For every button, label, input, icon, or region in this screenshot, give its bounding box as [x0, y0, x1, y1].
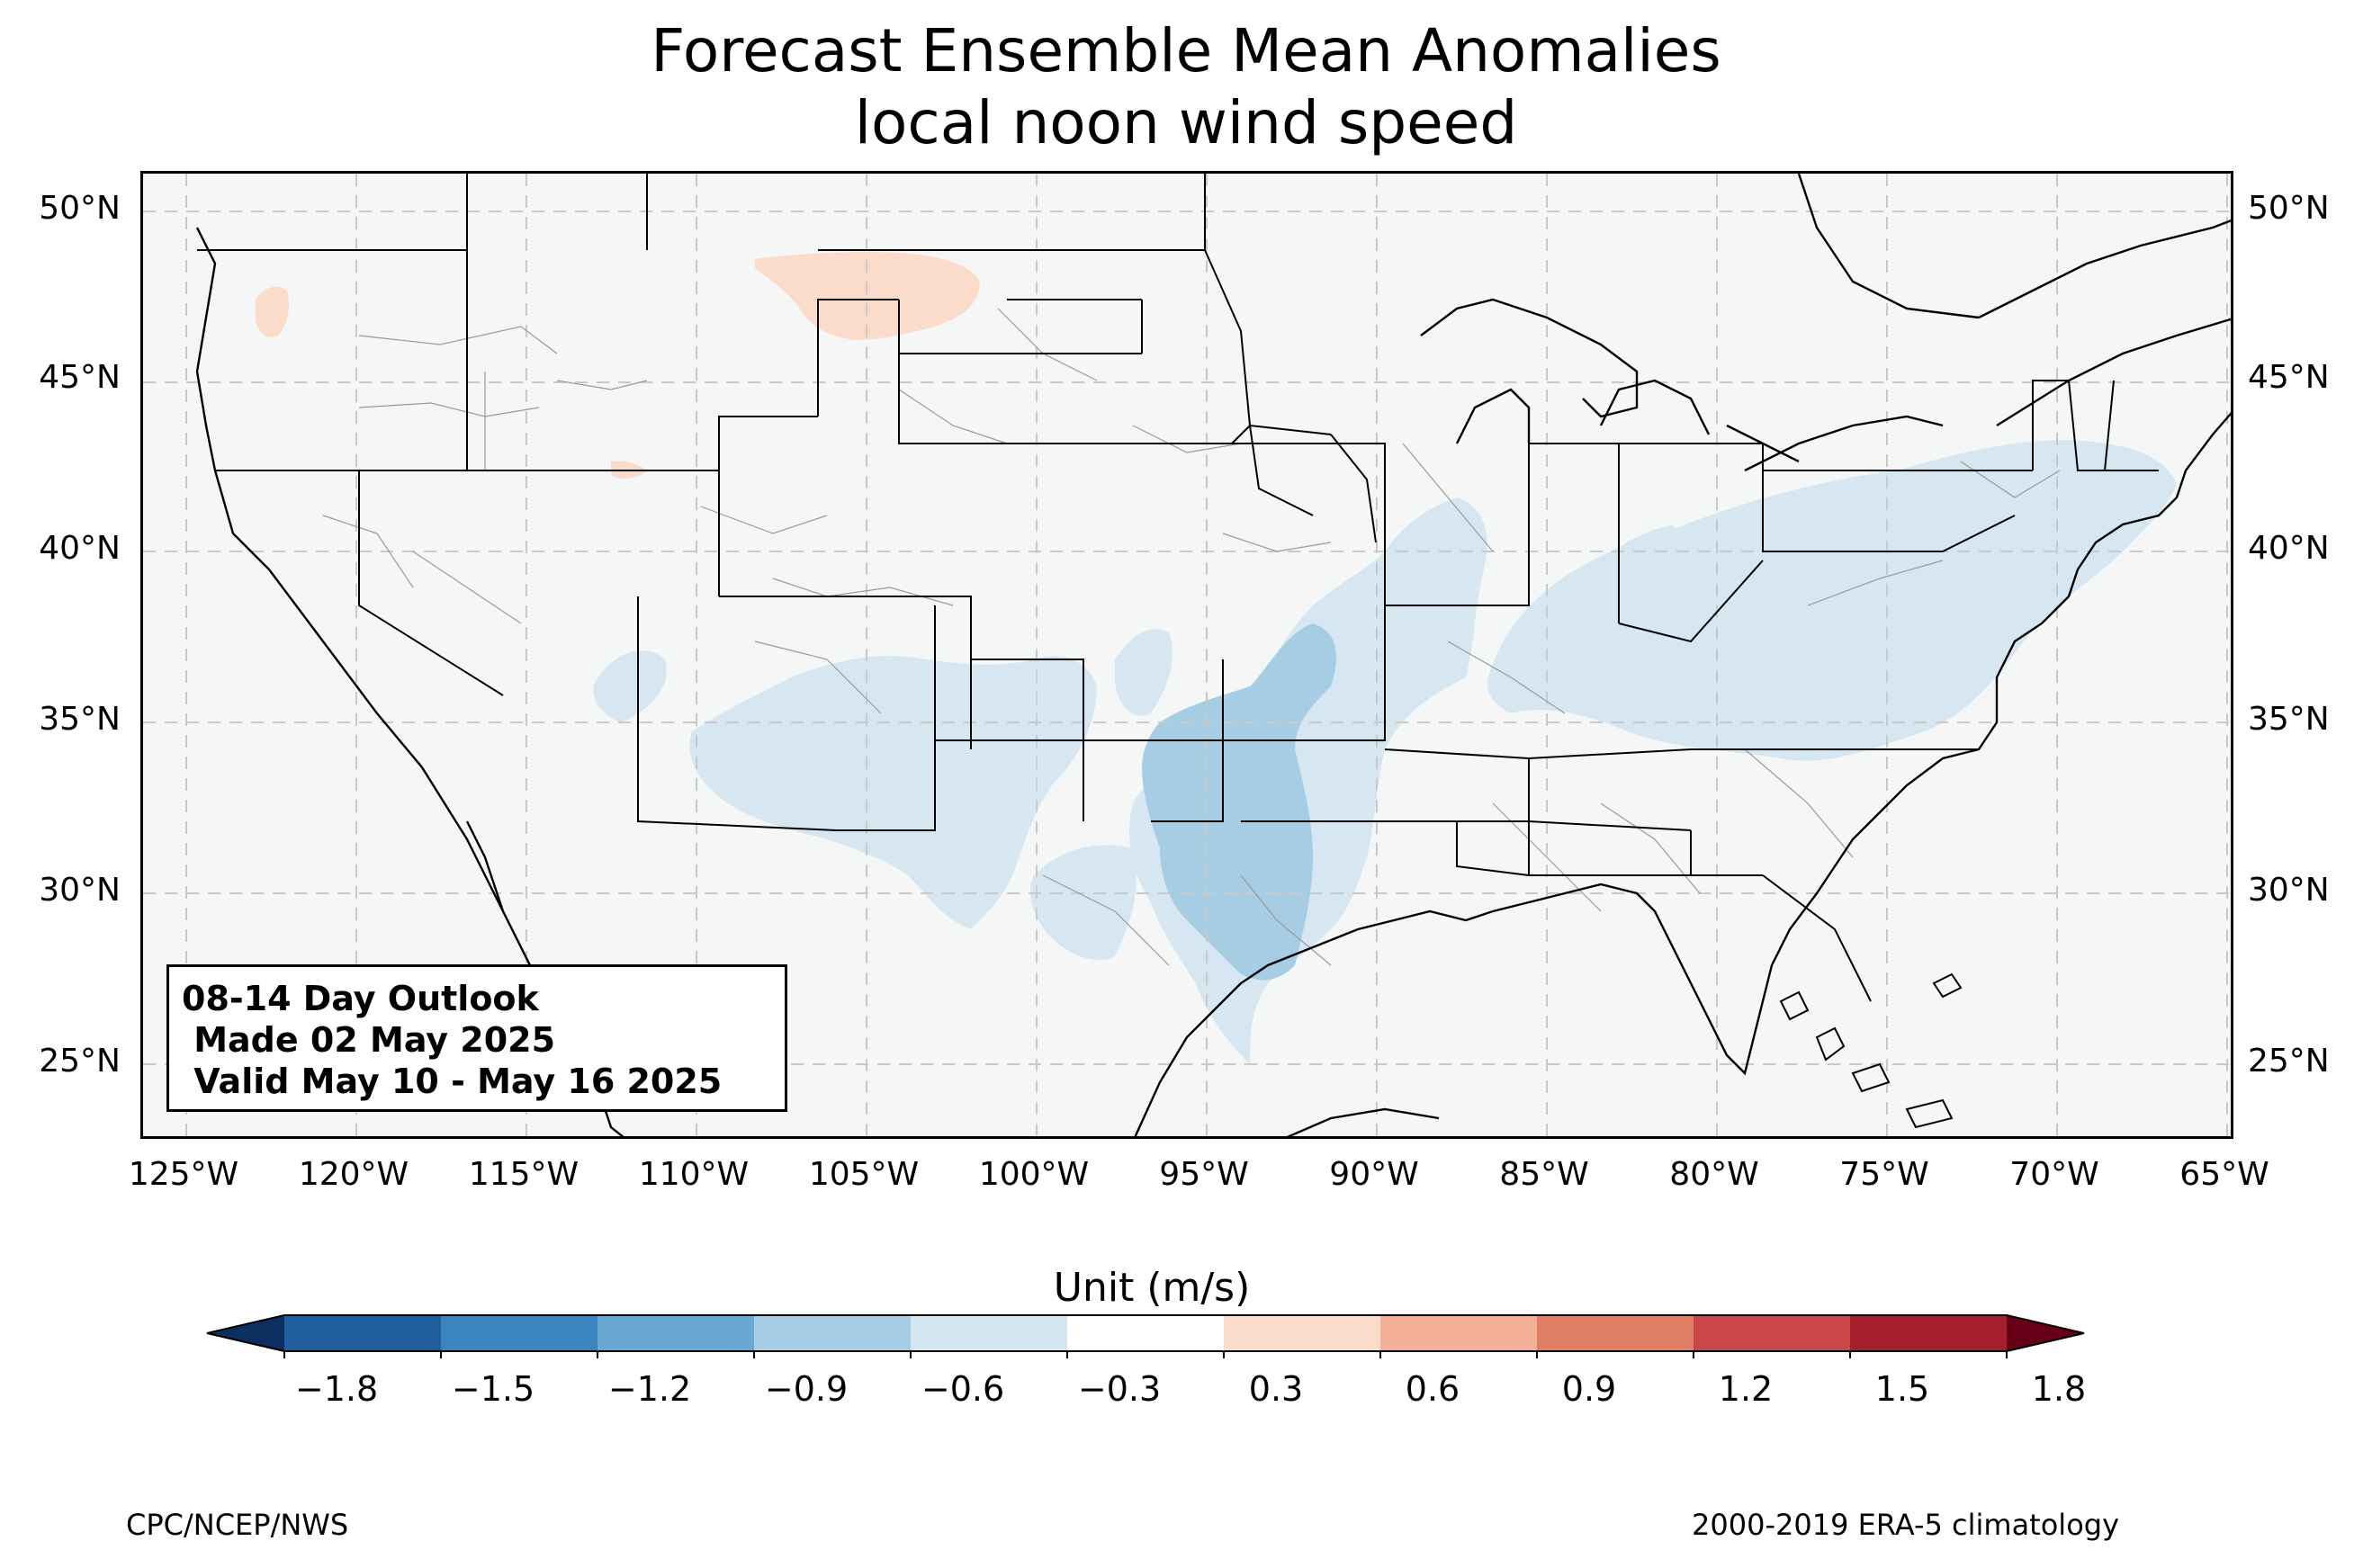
- anomaly-region-light-blue: [689, 656, 1097, 929]
- colorbar-tick: −1.5: [451, 1369, 535, 1409]
- colorbar-segment: [1537, 1315, 1694, 1351]
- lon-label: 75°W: [1839, 1156, 1929, 1193]
- lat-label-left: 45°N: [39, 359, 121, 396]
- colorbar-label: Unit (m/s): [1053, 1265, 1251, 1311]
- colorbar-over-arrow: [2007, 1315, 2084, 1351]
- lat-label-right: 40°N: [2248, 530, 2330, 567]
- colorbar-segment: [597, 1315, 754, 1351]
- colorbar: [206, 1314, 2085, 1358]
- lat-label-left: 40°N: [39, 530, 121, 567]
- outlook-period: 08-14 Day Outlook: [182, 979, 539, 1018]
- colorbar-tick: 1.2: [1718, 1369, 1774, 1409]
- lon-label: 120°W: [298, 1156, 409, 1193]
- colorbar-tick: 1.5: [1874, 1369, 1930, 1409]
- colorbar-under-arrow: [207, 1315, 284, 1351]
- lat-label-right: 50°N: [2248, 190, 2330, 227]
- state-boundaries: [197, 174, 2159, 1002]
- map-subtitle: local noon wind speed: [854, 88, 1518, 157]
- lon-label: 105°W: [808, 1156, 920, 1193]
- lat-label-left: 25°N: [39, 1043, 121, 1080]
- colorbar-tick: 0.9: [1561, 1369, 1617, 1409]
- lat-label-left: 50°N: [39, 190, 121, 227]
- lon-label: 90°W: [1329, 1156, 1419, 1193]
- lat-label-right: 35°N: [2248, 701, 2330, 738]
- colorbar-segment: [1850, 1315, 2007, 1351]
- outlook-info-box: 08-14 Day Outlook Made 02 May 2025 Valid…: [166, 964, 787, 1112]
- anomaly-region-mid-blue: [1142, 623, 1336, 981]
- lat-label-right: 45°N: [2248, 359, 2330, 396]
- colorbar-tick: −0.9: [764, 1369, 849, 1409]
- lon-label: 110°W: [638, 1156, 750, 1193]
- colorbar-tick: −1.8: [294, 1369, 379, 1409]
- anomaly-region-light-orange: [755, 252, 980, 340]
- lon-label: 100°W: [978, 1156, 1090, 1193]
- colorbar-segment: [1694, 1315, 1850, 1351]
- anomaly-shading-moderate: [1142, 623, 1336, 981]
- lat-label-left: 30°N: [39, 872, 121, 909]
- colorbar-tick: 0.3: [1248, 1369, 1304, 1409]
- colorbar-segment: [284, 1315, 441, 1351]
- colorbar-segment: [1380, 1315, 1537, 1351]
- lon-label: 80°W: [1669, 1156, 1759, 1193]
- anomaly-region-light-blue: [1115, 629, 1173, 716]
- outlook-valid-range: Valid May 10 - May 16 2025: [182, 1062, 723, 1101]
- colorbar-segment: [911, 1315, 1067, 1351]
- lon-label: 85°W: [1499, 1156, 1589, 1193]
- anomaly-shading-positive: [256, 252, 980, 479]
- colorbar-tick: −0.6: [921, 1369, 1005, 1409]
- colorbar-tick: 0.6: [1405, 1369, 1460, 1409]
- islands: [1779, 972, 1963, 1129]
- lon-label: 115°W: [468, 1156, 580, 1193]
- outlook-made-date: Made 02 May 2025: [182, 1020, 556, 1060]
- anomaly-region-light-blue: [593, 650, 667, 722]
- footer-credit: CPC/NCEP/NWS: [126, 1508, 349, 1542]
- lon-label: 70°W: [2009, 1156, 2099, 1193]
- colorbar-segment: [754, 1315, 911, 1351]
- footer-climatology: 2000-2019 ERA-5 climatology: [1692, 1508, 2120, 1542]
- anomaly-region-light-blue: [1583, 524, 1683, 618]
- anomaly-region-light-blue: [1030, 845, 1137, 960]
- colorbar-tick: 1.8: [2031, 1369, 2087, 1409]
- lat-label-right: 30°N: [2248, 872, 2330, 909]
- colorbar-segment: [1224, 1315, 1380, 1351]
- colorbar-tick: −0.3: [1077, 1369, 1162, 1409]
- lat-label-left: 35°N: [39, 701, 121, 738]
- colorbar-tick: −1.2: [607, 1369, 692, 1409]
- lon-label: 65°W: [2179, 1156, 2269, 1193]
- anomaly-region-light-blue: [1925, 529, 1992, 594]
- lon-label: 95°W: [1159, 1156, 1249, 1193]
- colorbar-segment: [441, 1315, 597, 1351]
- map-title: Forecast Ensemble Mean Anomalies: [651, 16, 1721, 85]
- anomaly-region-light-orange: [256, 286, 289, 337]
- lon-label: 125°W: [128, 1156, 239, 1193]
- colorbar-segment: [1067, 1315, 1224, 1351]
- lat-label-right: 25°N: [2248, 1043, 2330, 1080]
